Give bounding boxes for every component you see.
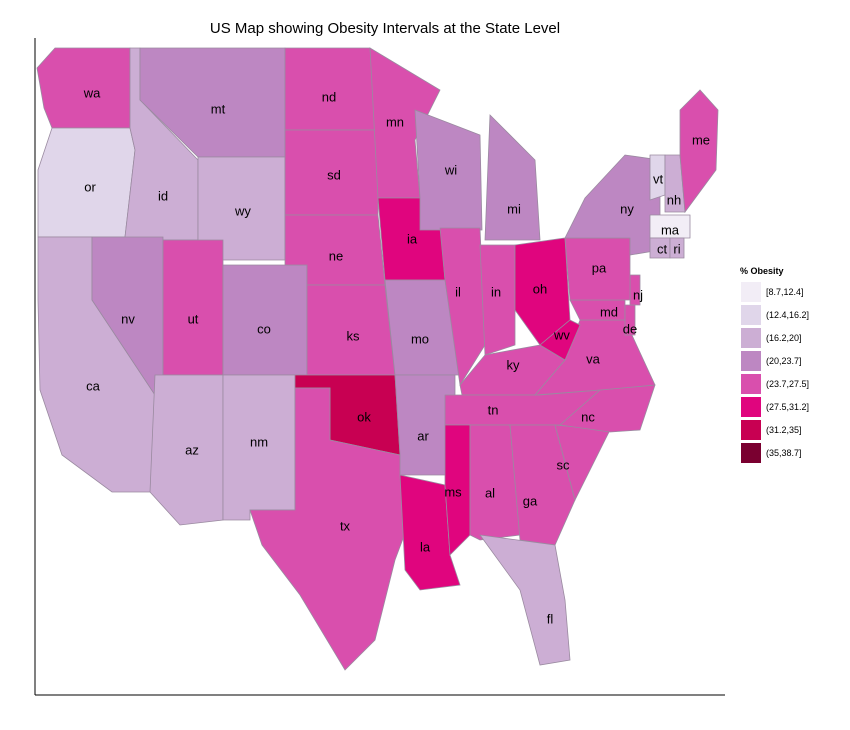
state-label-ri: ri: [673, 241, 680, 256]
state-label-ky: ky: [507, 357, 521, 372]
state-label-ia: ia: [407, 231, 418, 246]
state-label-nm: nm: [250, 434, 268, 449]
state-nc: [559, 384, 656, 433]
state-az: [149, 374, 224, 526]
legend-swatch: [740, 395, 762, 418]
legend-label: (23.7,27.5]: [766, 378, 810, 389]
legend-item: (12.4,16.2]: [740, 303, 809, 326]
state-label-nv: nv: [121, 311, 135, 326]
state-label-sc: sc: [557, 457, 571, 472]
state-label-in: in: [491, 284, 501, 299]
state-label-ok: ok: [357, 409, 371, 424]
state-label-ct: ct: [657, 241, 668, 256]
legend-item: (20,23.7]: [740, 349, 809, 372]
state-label-tx: tx: [340, 518, 351, 533]
state-mn: [369, 47, 441, 199]
state-ma: [649, 214, 691, 239]
legend-title: % Obesity: [740, 266, 784, 276]
state-label-ut: ut: [188, 311, 199, 326]
state-label-ks: ks: [347, 328, 361, 343]
state-label-ca: ca: [86, 378, 101, 393]
state-label-sd: sd: [327, 167, 341, 182]
legend-swatch: [740, 349, 762, 372]
state-label-pa: pa: [592, 260, 607, 275]
state-label-az: az: [185, 442, 199, 457]
state-ny: [564, 154, 661, 256]
state-label-oh: oh: [533, 281, 547, 296]
state-mi: [484, 114, 541, 241]
legend-label: (27.5,31.2]: [766, 401, 810, 412]
state-label-me: me: [692, 132, 710, 147]
state-label-wi: wi: [444, 162, 457, 177]
legend-item: (35,38.7]: [740, 441, 809, 464]
legend-label: (12.4,16.2]: [766, 309, 810, 320]
legend-swatch: [740, 280, 762, 303]
state-label-wy: wy: [234, 203, 251, 218]
legend-swatch: [740, 418, 762, 441]
state-label-id: id: [158, 188, 168, 203]
legend-item: (27.5,31.2]: [740, 395, 809, 418]
state-label-wa: wa: [83, 85, 101, 100]
state-ms: [444, 424, 471, 556]
state-label-mt: mt: [211, 101, 226, 116]
state-me: [679, 89, 719, 214]
state-label-vt: vt: [653, 171, 664, 186]
state-tx: [249, 387, 411, 671]
legend-swatch: [740, 372, 762, 395]
legend-label: (16.2,20]: [766, 332, 802, 343]
state-ri: [669, 237, 685, 259]
legend-item: (23.7,27.5]: [740, 372, 809, 395]
state-ga: [509, 424, 576, 546]
state-label-tn: tn: [488, 402, 499, 417]
state-label-ar: ar: [417, 428, 429, 443]
state-label-va: va: [586, 351, 601, 366]
state-label-al: al: [485, 485, 495, 500]
state-label-ny: ny: [620, 201, 634, 216]
legend-label: (35,38.7]: [766, 447, 802, 458]
state-label-nc: nc: [581, 409, 595, 424]
state-label-fl: fl: [547, 611, 554, 626]
state-label-mi: mi: [507, 201, 521, 216]
state-fl: [479, 534, 571, 666]
state-ut: [162, 239, 224, 376]
state-label-ma: ma: [661, 222, 680, 237]
state-label-nd: nd: [322, 89, 336, 104]
state-label-nh: nh: [667, 192, 681, 207]
state-label-ms: ms: [444, 484, 462, 499]
state-il: [439, 227, 486, 387]
legend-swatch: [740, 441, 762, 464]
legend: % Obesity [8.7,12.4] (12.4,16.2] (16.2,20]…: [740, 266, 809, 464]
us-obesity-map: wa or ca id nv mt wy ut az co nm nd sd ne ks ok tx mn ia mo…: [34, 38, 725, 696]
legend-label: (31.2,35]: [766, 424, 802, 435]
state-label-ne: ne: [329, 248, 343, 263]
legend-item: (16.2,20]: [740, 326, 809, 349]
state-in: [479, 244, 516, 356]
legend-item: (31.2,35]: [740, 418, 809, 441]
legend-swatch: [740, 326, 762, 349]
state-label-mo: mo: [411, 331, 429, 346]
state-label-ga: ga: [523, 493, 538, 508]
state-label-la: la: [420, 539, 431, 554]
state-wv: [539, 319, 581, 361]
legend-label: (20,23.7]: [766, 355, 802, 366]
legend-swatch: [740, 303, 762, 326]
legend-label: [8.7,12.4]: [766, 286, 804, 297]
state-label-mn: mn: [386, 114, 404, 129]
map-title: US Map showing Obesity Intervals at the …: [209, 20, 561, 37]
state-label-de: de: [623, 321, 637, 336]
state-label-co: co: [257, 321, 271, 336]
state-label-nj: nj: [633, 287, 643, 302]
legend-item: [8.7,12.4]: [740, 280, 809, 303]
state-label-md: md: [600, 304, 618, 319]
state-ar: [394, 374, 456, 476]
state-co: [222, 264, 308, 376]
state-label-or: or: [84, 179, 96, 194]
state-label-wv: wv: [553, 327, 570, 342]
state-label-il: il: [455, 284, 461, 299]
